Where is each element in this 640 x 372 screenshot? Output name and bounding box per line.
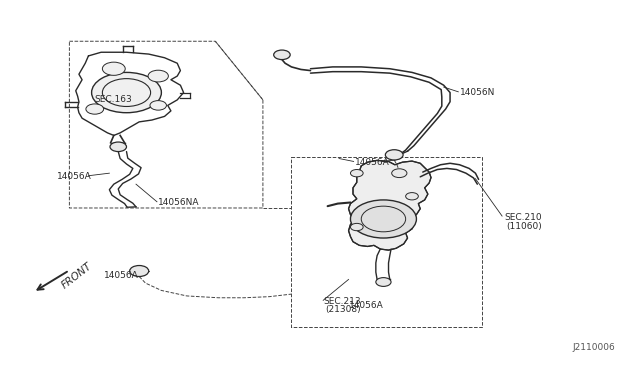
Circle shape — [351, 223, 363, 231]
Circle shape — [351, 170, 363, 177]
Circle shape — [274, 50, 290, 60]
Circle shape — [102, 62, 125, 76]
Circle shape — [150, 100, 166, 110]
Circle shape — [392, 169, 407, 177]
Text: SEC.210: SEC.210 — [504, 213, 541, 222]
Text: (21308): (21308) — [325, 305, 361, 314]
Text: J2110006: J2110006 — [572, 343, 615, 352]
Text: FRONT: FRONT — [60, 261, 94, 291]
Text: (11060): (11060) — [506, 222, 541, 231]
Circle shape — [110, 142, 127, 151]
Circle shape — [406, 193, 419, 200]
Circle shape — [130, 266, 148, 276]
Circle shape — [385, 150, 403, 160]
Text: 14056NA: 14056NA — [158, 198, 200, 207]
Polygon shape — [349, 160, 431, 250]
Circle shape — [376, 278, 391, 286]
Circle shape — [86, 104, 104, 114]
Text: 14056A: 14056A — [355, 158, 390, 167]
Text: 14056N: 14056N — [460, 88, 495, 97]
Circle shape — [148, 70, 168, 82]
Text: 14056A: 14056A — [104, 271, 139, 280]
Text: 14056A: 14056A — [349, 301, 383, 310]
Circle shape — [92, 73, 161, 113]
Text: SEC.213: SEC.213 — [323, 297, 361, 306]
Text: SEC.163: SEC.163 — [95, 95, 132, 105]
Text: 14056A: 14056A — [57, 172, 92, 181]
Circle shape — [351, 200, 417, 238]
